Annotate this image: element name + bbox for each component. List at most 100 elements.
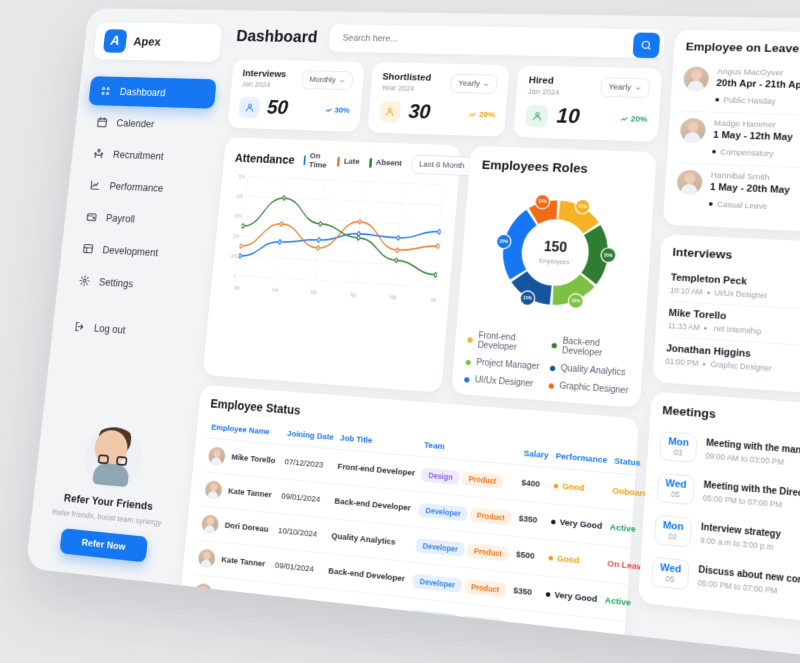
logout-icon — [73, 320, 86, 333]
sidebar-item-label: Log out — [93, 322, 127, 336]
cell-performance: Good — [535, 648, 598, 662]
roles-legend-item: Project Manager — [465, 357, 544, 372]
main-area: Dashboard Interviews Jan 2024 Monthly — [174, 10, 800, 662]
refer-card: Refer Your Friends Refer friends, boost … — [38, 414, 182, 568]
sidebar-item-recruitment[interactable]: Recruitment — [81, 138, 210, 172]
roles-legend-item: Front-end Developer — [467, 330, 546, 354]
interview-list-item[interactable]: Jonathan Higgins 01:00 PM Graphic Design… — [665, 337, 800, 385]
legend-item: Late — [337, 156, 360, 167]
stat-range-select[interactable]: Monthly — [301, 70, 354, 91]
user-blue-icon — [238, 96, 261, 119]
sidebar-nav: Dashboard Calender Recruitment Performan… — [62, 76, 217, 349]
user-blue-icon — [244, 102, 255, 113]
leave-list-item[interactable]: Hannibal Smith 1 May - 20th May Casual L… — [675, 163, 800, 223]
roles-legend-label: Quality Analytics — [560, 363, 626, 379]
brand-name: Apex — [132, 34, 162, 49]
refer-now-button[interactable]: Refer Now — [59, 528, 149, 563]
sidebar-item-label: Performance — [109, 180, 164, 194]
stat-title: Shortlisted — [381, 72, 432, 84]
svg-text:25%: 25% — [499, 238, 508, 244]
cell-joining-date: 07/12/2023 — [279, 444, 336, 484]
cell-salary: $350 — [513, 500, 549, 540]
svg-text:Mar: Mar — [310, 289, 317, 297]
search-input[interactable] — [328, 24, 665, 59]
interviews-panel-title: Interviews — [672, 245, 733, 262]
cell-performance: Good — [548, 467, 610, 509]
charts-row: Attendance On Time Late Absent Last 6 Mo… — [202, 137, 657, 408]
svg-text:15%: 15% — [523, 295, 533, 301]
svg-text:Employees: Employees — [539, 258, 570, 266]
cell-salary: $350 — [508, 572, 544, 613]
right-rail: Employee on Leave Angus MacGyver 20th Ap… — [636, 29, 800, 660]
user-green-icon — [531, 110, 543, 121]
cell-employee-name: Willie Tanner — [186, 608, 267, 653]
meeting-date-chip: Mon 03 — [659, 431, 698, 464]
stat-range-select[interactable]: Yearly — [450, 73, 499, 94]
team-tag: Developer — [412, 573, 463, 593]
roles-card: Employees Roles 15% 20% 15% 15% 25% 10% 150 Emp… — [451, 145, 657, 408]
brand-logo[interactable]: A Apex — [93, 22, 223, 62]
sidebar-item-development[interactable]: Development — [71, 233, 201, 270]
roles-legend-item: Back-end Developer — [551, 336, 632, 361]
attendance-header: Attendance On Time Late Absent Last 6 Mo… — [234, 148, 483, 177]
svg-text:0: 0 — [233, 273, 236, 279]
team-tag: Product — [466, 542, 510, 562]
trend-up-icon — [469, 110, 477, 118]
chevron-down-icon — [483, 81, 490, 88]
legend-dot-icon — [548, 382, 555, 389]
attendance-legend: On Time Late Absent — [303, 151, 402, 173]
leave-date: 1 May - 20th May — [709, 182, 791, 196]
roles-title: Employees Roles — [481, 157, 589, 177]
sidebar-item-settings[interactable]: Settings — [67, 265, 197, 303]
performance-dot-icon — [550, 519, 556, 525]
stat-period: Jan 2024 — [527, 87, 560, 97]
legend-swatch-icon — [303, 155, 306, 165]
svg-text:40%: 40% — [237, 193, 244, 200]
calendar-icon — [97, 118, 108, 128]
cell-salary: $500 — [505, 608, 541, 649]
legend-item: Absent — [368, 157, 403, 168]
cell-team: Developer Product — [402, 633, 506, 662]
stat-cards: Interviews Jan 2024 Monthly 50 30% Short… — [227, 59, 663, 142]
user-orange-icon — [378, 100, 402, 123]
wallet-icon — [86, 213, 97, 221]
gear-icon — [78, 274, 90, 287]
svg-text:10%: 10% — [538, 199, 548, 205]
grid-icon — [99, 85, 111, 97]
leave-list-item[interactable]: Madge Hammer 1 May - 12th May Compensato… — [678, 111, 800, 171]
svg-text:Jun: Jun — [430, 296, 437, 304]
gear-icon — [78, 274, 90, 287]
search-button[interactable] — [632, 32, 661, 59]
svg-text:150: 150 — [544, 239, 568, 255]
search-icon — [640, 39, 653, 51]
roles-legend-label: UI/Ux Designer — [474, 375, 534, 390]
avatar — [207, 446, 227, 466]
bullet-dot-icon — [703, 362, 706, 366]
chart-line-icon — [89, 179, 101, 191]
svg-text:10%: 10% — [231, 253, 238, 260]
stat-range-select[interactable]: Yearly — [600, 77, 651, 98]
user-green-icon — [525, 104, 550, 128]
roles-legend-item: Quality Analytics — [549, 363, 630, 379]
cell-salary: $400 — [516, 464, 552, 504]
sidebar-item-log-out[interactable]: Log out — [62, 311, 193, 350]
cell-job-title: Quality Analytics — [317, 623, 406, 662]
cell-performance: Good — [538, 612, 600, 656]
avatar — [190, 617, 210, 638]
stat-card-hired: Hired Jan 2024 Yearly 10 20% — [513, 65, 663, 142]
sidebar-item-performance[interactable]: Performance — [78, 170, 207, 205]
leave-list-item[interactable]: Angus MacGyver 20th Apr - 21th Apr Publi… — [681, 60, 800, 118]
sidebar-item-label: Dashboard — [119, 85, 167, 99]
meeting-date-number: 05 — [670, 489, 680, 500]
sidebar-item-dashboard[interactable]: Dashboard — [88, 76, 217, 109]
stat-value: 10 — [555, 104, 581, 129]
status-badge: Active — [609, 522, 636, 535]
svg-text:50%: 50% — [238, 174, 245, 181]
page-title: Dashboard — [235, 27, 319, 47]
meeting-date-chip: Mon 02 — [653, 514, 693, 548]
cell-employee-name: Capt. Trunk — [190, 574, 271, 618]
sidebar-item-payroll[interactable]: Payroll — [74, 201, 204, 237]
sidebar-item-calender[interactable]: Calender — [85, 107, 214, 140]
avatar — [676, 169, 703, 195]
bullet-dot-icon — [708, 202, 713, 206]
